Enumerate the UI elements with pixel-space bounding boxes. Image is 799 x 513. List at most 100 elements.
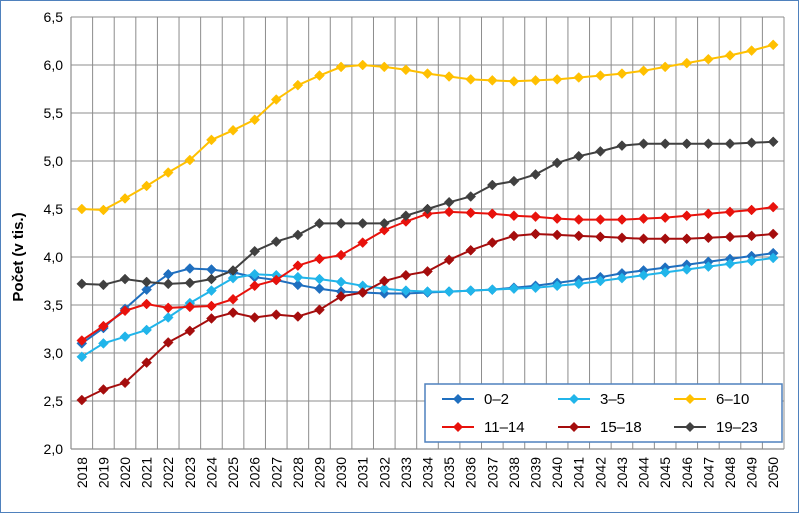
data-point [443, 71, 455, 82]
data-point [184, 301, 196, 313]
data-point [335, 218, 347, 229]
data-point [767, 201, 779, 213]
data-point [551, 280, 563, 292]
data-point [314, 70, 325, 81]
series-lines [76, 39, 779, 406]
data-point [184, 154, 196, 166]
data-point [98, 338, 109, 349]
data-point [249, 280, 261, 292]
data-point [141, 357, 152, 368]
x-tick-label: 2033 [398, 457, 414, 488]
data-point [659, 61, 671, 73]
data-point [508, 75, 520, 87]
x-tick-label: 2036 [463, 457, 479, 488]
x-tick-label: 2049 [744, 457, 760, 488]
data-point [270, 94, 282, 105]
x-tick-label: 2030 [333, 457, 349, 488]
data-point [400, 210, 412, 222]
series-3 [76, 39, 779, 216]
data-point [465, 191, 477, 202]
legend-label: 15–18 [600, 419, 642, 436]
data-point [422, 68, 433, 79]
data-point [400, 216, 412, 227]
data-point [573, 230, 585, 242]
data-point [98, 384, 109, 395]
data-point [443, 286, 455, 297]
legend-swatch-marker [685, 422, 695, 432]
data-point [292, 279, 304, 291]
x-tick-label: 2018 [74, 457, 90, 488]
data-point [422, 203, 433, 215]
data-point [443, 196, 455, 208]
data-point [422, 266, 433, 277]
data-point [119, 377, 131, 389]
x-tick-label: 2039 [528, 457, 544, 488]
data-point [530, 228, 541, 240]
data-point [724, 138, 736, 150]
data-point [184, 263, 196, 274]
legend-box [424, 383, 783, 443]
data-point [314, 253, 325, 265]
data-point [746, 45, 757, 56]
x-tick-label: 2047 [700, 457, 716, 488]
data-point [184, 277, 196, 289]
data-point [616, 214, 628, 225]
x-tick-label: 2025 [225, 457, 241, 488]
data-point [681, 233, 693, 245]
data-point [486, 75, 498, 86]
data-point [486, 284, 498, 295]
data-point [703, 261, 714, 272]
y-tick-label: 6,0 [44, 57, 64, 73]
data-point [206, 300, 217, 312]
data-point [76, 351, 88, 363]
data-point [400, 285, 412, 296]
data-point [141, 180, 152, 192]
data-point [141, 284, 152, 295]
data-point [465, 74, 477, 85]
data-point [206, 134, 217, 146]
legend-label: 0–2 [484, 391, 509, 408]
legend-swatch-marker [569, 422, 579, 432]
x-tick-label: 2021 [139, 457, 155, 488]
data-point [314, 304, 325, 316]
data-point [746, 137, 757, 149]
data-point [270, 274, 282, 286]
legend-label: 3–5 [600, 391, 625, 408]
x-tick-label: 2048 [722, 457, 738, 488]
x-tick-label: 2019 [95, 457, 111, 488]
data-point [724, 258, 736, 270]
data-point [227, 272, 239, 284]
y-tick-label: 3,5 [44, 297, 64, 313]
legend: 0–2 3–5 6–10 11–14 15–18 19–23 [424, 383, 783, 443]
data-point [422, 286, 433, 297]
series-2 [76, 252, 779, 363]
data-point [594, 214, 606, 225]
data-point [508, 210, 520, 222]
data-point [681, 57, 693, 69]
data-point [530, 211, 541, 223]
data-point [638, 65, 649, 77]
x-tick-label: 2029 [311, 457, 327, 488]
data-point [141, 324, 152, 336]
data-point [594, 146, 606, 157]
data-point [465, 285, 477, 296]
data-point [227, 265, 239, 276]
data-point [616, 68, 628, 79]
x-tick-label: 2050 [765, 457, 781, 488]
data-point [335, 291, 347, 302]
data-point [703, 53, 714, 65]
data-point [76, 394, 88, 406]
data-point [767, 39, 779, 51]
data-point [206, 273, 217, 285]
legend-entry: 15–18 [558, 419, 642, 436]
data-point [314, 283, 325, 295]
data-point [486, 208, 498, 220]
data-point [249, 312, 261, 323]
data-point [616, 232, 628, 244]
y-tick-label: 4,0 [44, 249, 64, 265]
data-point [270, 309, 282, 320]
x-tick-label: 2040 [549, 457, 565, 488]
data-point [551, 213, 563, 224]
data-point [638, 138, 649, 150]
